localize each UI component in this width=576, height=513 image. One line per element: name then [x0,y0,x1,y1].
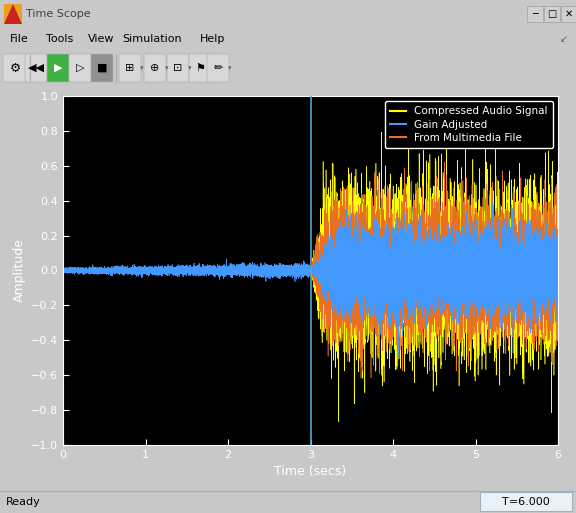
Text: ▾: ▾ [188,65,192,71]
Text: ↙: ↙ [560,34,568,44]
FancyBboxPatch shape [119,54,141,82]
Text: ⊡: ⊡ [173,63,183,73]
Text: ─: ─ [532,9,538,19]
Bar [561,6,576,22]
Text: ■: ■ [97,63,107,73]
Text: ⊕: ⊕ [150,63,160,73]
X-axis label: Time (secs): Time (secs) [274,465,347,479]
Text: Tools: Tools [46,34,73,44]
Text: Simulation: Simulation [122,34,181,44]
Polygon shape [4,4,22,24]
FancyBboxPatch shape [189,54,211,82]
Bar [4,4,22,24]
Text: ◀◀: ◀◀ [28,63,44,73]
Y-axis label: Amplitude: Amplitude [13,239,25,303]
Text: Ready: Ready [6,497,41,507]
Bar [480,492,572,511]
FancyBboxPatch shape [91,54,113,82]
Legend: Compressed Audio Signal, Gain Adjusted, From Multimedia File: Compressed Audio Signal, Gain Adjusted, … [385,101,553,148]
FancyBboxPatch shape [69,54,91,82]
FancyBboxPatch shape [3,54,27,82]
Text: ▷: ▷ [76,63,84,73]
Text: T=6.000: T=6.000 [502,497,550,507]
Text: ⚑: ⚑ [195,63,205,73]
FancyBboxPatch shape [47,54,69,82]
Text: ✏: ✏ [213,63,223,73]
FancyBboxPatch shape [207,54,229,82]
Text: ▾: ▾ [140,65,144,71]
FancyBboxPatch shape [167,54,189,82]
Text: ✕: ✕ [565,9,573,19]
Text: ▾: ▾ [165,65,169,71]
Text: File: File [10,34,29,44]
FancyBboxPatch shape [144,54,166,82]
Text: □: □ [547,9,556,19]
FancyBboxPatch shape [25,54,47,82]
Bar [544,6,560,22]
Text: ⊞: ⊞ [126,63,135,73]
Text: Help: Help [200,34,225,44]
Text: ▾: ▾ [228,65,232,71]
Text: Time Scope: Time Scope [26,9,90,19]
Text: ⚙: ⚙ [9,62,21,74]
Bar [527,6,543,22]
Text: View: View [88,34,115,44]
Text: ▶: ▶ [54,63,62,73]
